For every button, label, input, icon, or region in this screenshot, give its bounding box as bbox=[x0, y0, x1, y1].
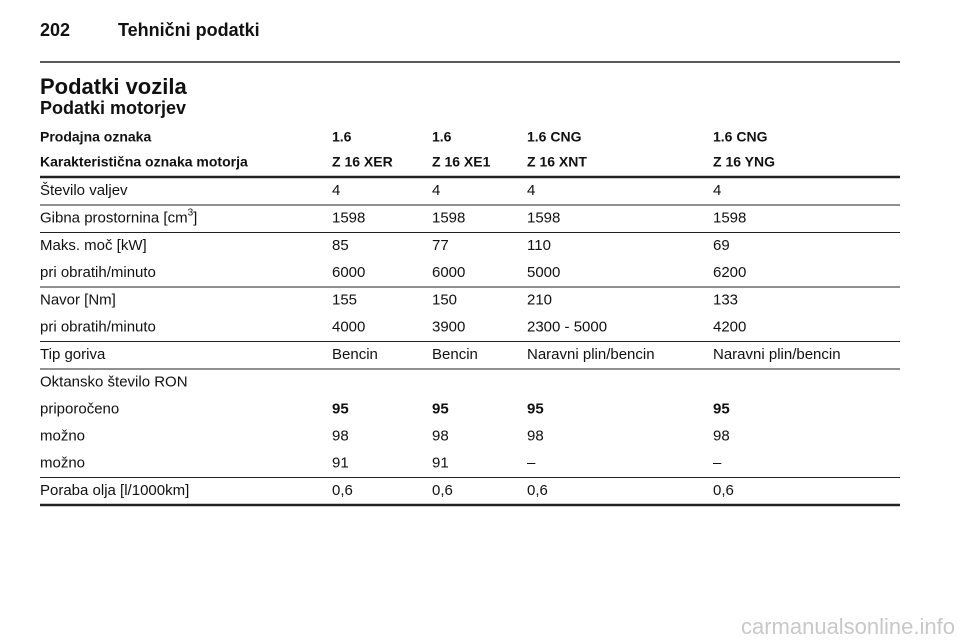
label-text: Gibna prostornina [cm bbox=[40, 209, 188, 226]
cell: 95 bbox=[713, 400, 730, 417]
cell: 6200 bbox=[713, 264, 746, 281]
cell: 3900 bbox=[432, 318, 465, 335]
cell: 95 bbox=[332, 400, 349, 417]
header-cell: Prodajna oznaka bbox=[40, 129, 151, 145]
row-label: Tip goriva bbox=[40, 346, 106, 363]
cell: 98 bbox=[332, 427, 349, 444]
cell: 85 bbox=[332, 237, 349, 254]
row-label: Število valjev bbox=[40, 182, 128, 199]
cell: 1598 bbox=[332, 209, 365, 226]
cell: 0,6 bbox=[432, 482, 453, 499]
row-label: možno bbox=[40, 454, 85, 471]
cell: 1598 bbox=[527, 209, 560, 226]
label-sup: 3 bbox=[188, 207, 194, 218]
cell: 4 bbox=[332, 182, 340, 199]
cell: 4 bbox=[432, 182, 440, 199]
cell: 2300 - 5000 bbox=[527, 318, 607, 335]
cell: 0,6 bbox=[332, 482, 353, 499]
subsection-title: Podatki motorjev bbox=[40, 98, 186, 118]
cell: 4 bbox=[713, 182, 721, 199]
cell: 77 bbox=[432, 237, 449, 254]
cell: 69 bbox=[713, 237, 730, 254]
header-cell: 1.6 CNG bbox=[527, 129, 582, 145]
header-cell: Z 16 XNT bbox=[527, 154, 587, 170]
row-label: priporočeno bbox=[40, 400, 119, 417]
cell: 95 bbox=[527, 400, 544, 417]
cell: – bbox=[527, 454, 536, 471]
row-label: Poraba olja [l/1000km] bbox=[40, 482, 189, 499]
cell: 1598 bbox=[432, 209, 465, 226]
cell: 98 bbox=[527, 427, 544, 444]
cell: 95 bbox=[432, 400, 449, 417]
header-cell: Z 16 XER bbox=[332, 154, 393, 170]
label-tail: ] bbox=[193, 209, 197, 226]
row-label: možno bbox=[40, 427, 85, 444]
cell: Naravni plin/bencin bbox=[713, 346, 841, 363]
cell: 0,6 bbox=[713, 482, 734, 499]
header-cell: 1.6 CNG bbox=[713, 129, 768, 145]
cell: Bencin bbox=[432, 346, 478, 363]
cell: 4000 bbox=[332, 318, 365, 335]
header-title: Tehnični podatki bbox=[118, 20, 260, 40]
header-cell: Karakteristična oznaka motorja bbox=[40, 154, 248, 170]
row-label: pri obratih/minuto bbox=[40, 264, 156, 281]
header-cell: Z 16 XE1 bbox=[432, 154, 491, 170]
row-label: Navor [Nm] bbox=[40, 291, 116, 308]
cell: 98 bbox=[713, 427, 730, 444]
row-label: pri obratih/minuto bbox=[40, 318, 156, 335]
section-title: Podatki vozila bbox=[40, 74, 187, 99]
cell: 6000 bbox=[432, 264, 465, 281]
page-number: 202 bbox=[40, 20, 70, 40]
cell: 91 bbox=[432, 454, 449, 471]
cell: – bbox=[713, 454, 722, 471]
cell: 4 bbox=[527, 182, 535, 199]
header-cell: 1.6 bbox=[432, 129, 452, 145]
row-label: Gibna prostornina [cm3] bbox=[40, 207, 197, 226]
cell: Naravni plin/bencin bbox=[527, 346, 655, 363]
header-cell: Z 16 YNG bbox=[713, 154, 775, 170]
cell: 155 bbox=[332, 291, 357, 308]
cell: 6000 bbox=[332, 264, 365, 281]
cell: 5000 bbox=[527, 264, 560, 281]
cell: 91 bbox=[332, 454, 349, 471]
cell: 150 bbox=[432, 291, 457, 308]
cell: 210 bbox=[527, 291, 552, 308]
cell: 110 bbox=[527, 237, 551, 254]
cell: 4200 bbox=[713, 318, 746, 335]
row-label: Oktansko število RON bbox=[40, 373, 188, 390]
row-label: Maks. moč [kW] bbox=[40, 237, 147, 254]
cell: Bencin bbox=[332, 346, 378, 363]
cell: 98 bbox=[432, 427, 449, 444]
cell: 1598 bbox=[713, 209, 746, 226]
header-cell: 1.6 bbox=[332, 129, 352, 145]
cell: 133 bbox=[713, 291, 738, 308]
cell: 0,6 bbox=[527, 482, 548, 499]
watermark: carmanualsonline.info bbox=[741, 614, 955, 639]
